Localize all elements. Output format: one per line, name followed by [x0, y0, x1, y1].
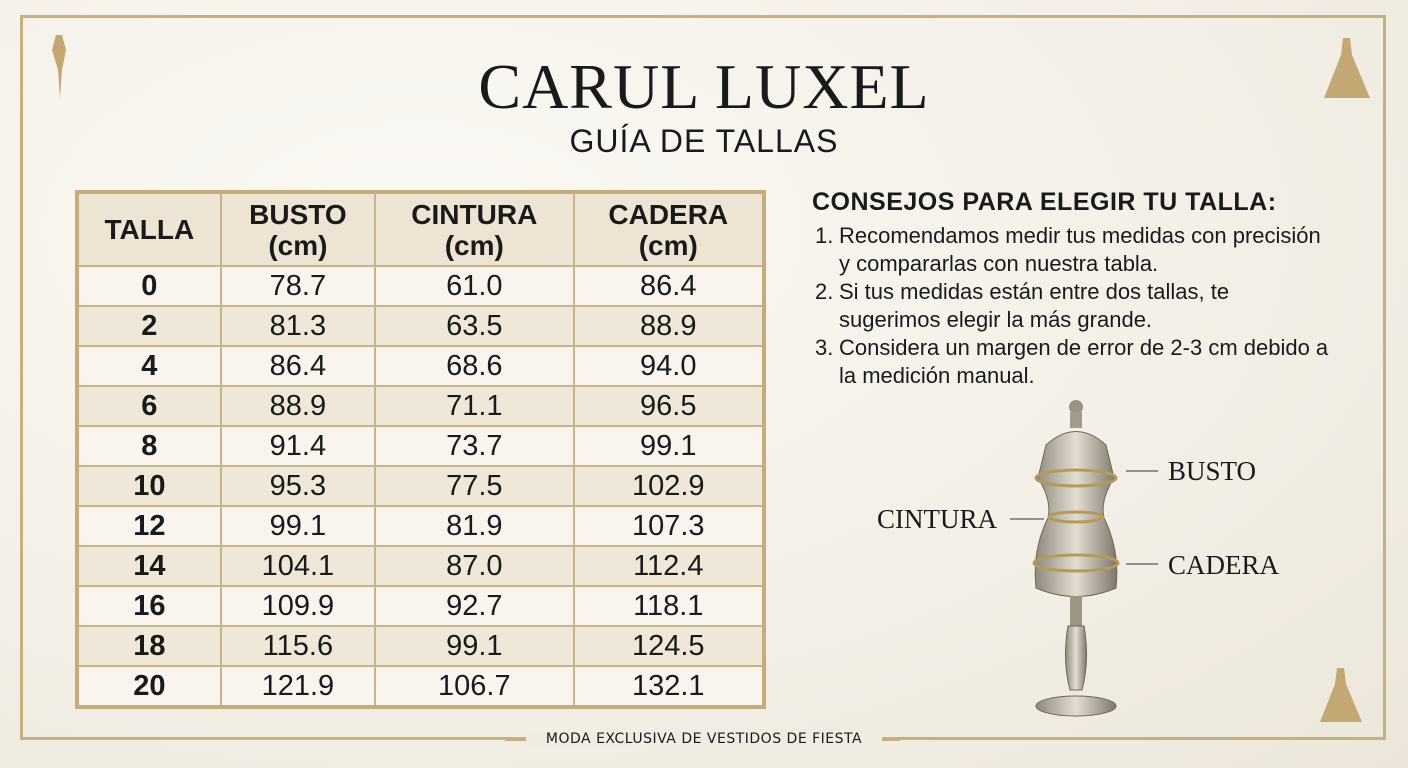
- size-cell: 0: [76, 265, 222, 307]
- measure-cell: 99.1: [374, 625, 575, 667]
- measure-cell: 78.7: [219, 265, 377, 307]
- measure-cell: 104.1: [219, 545, 377, 587]
- tips-title: CONSEJOS PARA ELEGIR TU TALLA:: [812, 188, 1277, 216]
- measure-cell: 88.9: [572, 305, 766, 347]
- tip-number: 1.: [815, 223, 834, 248]
- size-cell: 14: [76, 545, 222, 587]
- table-row: 8 91.4 73.7 99.1: [76, 425, 766, 467]
- column-header: CADERA (cm): [572, 191, 766, 267]
- measure-cell: 112.4: [572, 545, 766, 587]
- table-row: 20 121.9 106.7 132.1: [76, 665, 766, 708]
- measure-cell: 121.9: [219, 665, 377, 708]
- measure-cell: 88.9: [219, 385, 377, 427]
- measure-cell: 68.6: [374, 345, 575, 387]
- tip-text: Recomendamos medir tus medidas con preci…: [839, 223, 1321, 276]
- header-row: TALLA BUSTO (cm) CINTURA (cm) CADERA (cm): [76, 191, 766, 267]
- measure-cell: 71.1: [374, 385, 575, 427]
- footer-text: MODA EXCLUSIVA DE VESTIDOS DE FIESTA: [525, 731, 883, 747]
- size-table: TALLA BUSTO (cm) CINTURA (cm) CADERA (cm) 0…: [75, 190, 766, 709]
- table-row: 12 99.1 81.9 107.3: [76, 505, 766, 547]
- size-cell: 10: [76, 465, 222, 507]
- measure-cell: 86.4: [219, 345, 377, 387]
- column-header: CINTURA (cm): [374, 191, 575, 267]
- measure-cell: 91.4: [219, 425, 377, 467]
- measure-cell: 87.0: [374, 545, 575, 587]
- size-cell: 20: [76, 665, 222, 708]
- size-cell: 2: [76, 305, 222, 347]
- size-cell: 6: [76, 385, 222, 427]
- measure-cell: 109.9: [219, 585, 377, 627]
- measure-cell: 61.0: [374, 265, 575, 307]
- hip-label: CADERA: [1168, 550, 1280, 580]
- column-header: BUSTO (cm): [219, 191, 377, 267]
- measure-cell: 99.1: [572, 425, 766, 467]
- column-header: TALLA: [76, 191, 222, 267]
- size-cell: 4: [76, 345, 222, 387]
- table-body: 0 78.7 61.0 86.4 2 81.3 63.5 88.9 4 86.4 68.6 94.0 6…: [76, 265, 766, 708]
- measure-cell: 115.6: [219, 625, 377, 667]
- measure-cell: 107.3: [572, 505, 766, 547]
- tip-item: 3. Considera un margen de error de 2-3 cm…: [815, 334, 1335, 390]
- measure-cell: 73.7: [374, 425, 575, 467]
- subtitle: GUÍA DE TALLAS: [569, 123, 839, 159]
- tip-text: Considera un margen de error de 2-3 cm d…: [839, 335, 1329, 388]
- brand-title: CARUL LUXEL: [478, 51, 930, 122]
- size-cell: 18: [76, 625, 222, 667]
- measure-cell: 118.1: [572, 585, 766, 627]
- tip-number: 3.: [815, 335, 834, 360]
- footer: MODA EXCLUSIVA DE VESTIDOS DE FIESTA: [0, 731, 1408, 747]
- measure-cell: 106.7: [374, 665, 575, 708]
- table-row: 14 104.1 87.0 112.4: [76, 545, 766, 587]
- table-row: 2 81.3 63.5 88.9: [76, 305, 766, 347]
- measure-cell: 94.0: [572, 345, 766, 387]
- table-row: 10 95.3 77.5 102.9: [76, 465, 766, 507]
- measure-cell: 99.1: [219, 505, 377, 547]
- waist-label: CINTURA: [877, 504, 997, 534]
- measure-cell: 132.1: [572, 665, 766, 708]
- size-cell: 16: [76, 585, 222, 627]
- size-cell: 8: [76, 425, 222, 467]
- measure-cell: 63.5: [374, 305, 575, 347]
- table-row: 6 88.9 71.1 96.5: [76, 385, 766, 427]
- tips-list: 1. Recomendamos medir tus medidas con pre…: [815, 222, 1335, 390]
- table-row: 18 115.6 99.1 124.5: [76, 625, 766, 667]
- tip-number: 2.: [815, 279, 834, 304]
- measure-cell: 92.7: [374, 585, 575, 627]
- tip-item: 2. Si tus medidas están entre dos tallas,…: [815, 278, 1335, 334]
- tip-item: 1. Recomendamos medir tus medidas con pre…: [815, 222, 1335, 278]
- measure-cell: 95.3: [219, 465, 377, 507]
- measure-cell: 102.9: [572, 465, 766, 507]
- table-row: 0 78.7 61.0 86.4: [76, 265, 766, 307]
- size-cell: 12: [76, 505, 222, 547]
- measure-cell: 124.5: [572, 625, 766, 667]
- table-row: 4 86.4 68.6 94.0: [76, 345, 766, 387]
- measure-cell: 81.9: [374, 505, 575, 547]
- measure-cell: 77.5: [374, 465, 575, 507]
- measure-cell: 86.4: [572, 265, 766, 307]
- measure-cell: 81.3: [219, 305, 377, 347]
- tip-text: Si tus medidas están entre dos tallas, t…: [839, 279, 1230, 332]
- measure-cell: 96.5: [572, 385, 766, 427]
- bust-label: BUSTO: [1168, 456, 1257, 486]
- table-row: 16 109.9 92.7 118.1: [76, 585, 766, 627]
